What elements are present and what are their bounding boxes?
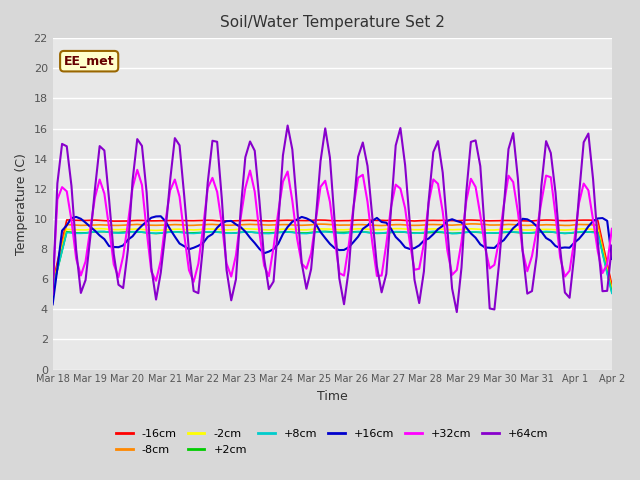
Text: EE_met: EE_met <box>64 55 115 68</box>
Legend: -16cm, -8cm, -2cm, +2cm, +8cm, +16cm, +32cm, +64cm: -16cm, -8cm, -2cm, +2cm, +8cm, +16cm, +3… <box>112 425 553 459</box>
Y-axis label: Temperature (C): Temperature (C) <box>15 153 28 255</box>
X-axis label: Time: Time <box>317 390 348 403</box>
Title: Soil/Water Temperature Set 2: Soil/Water Temperature Set 2 <box>220 15 445 30</box>
